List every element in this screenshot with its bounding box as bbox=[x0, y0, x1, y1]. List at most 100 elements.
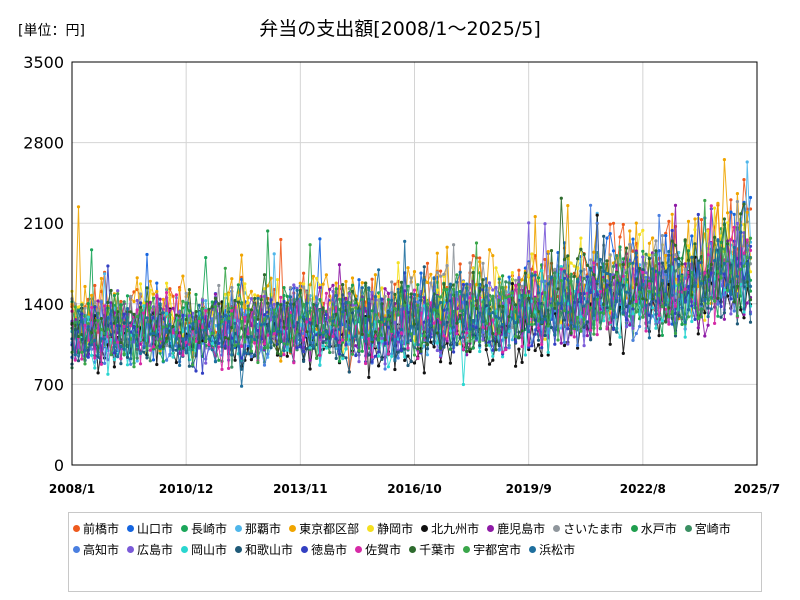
data-point bbox=[138, 305, 143, 309]
data-point bbox=[256, 329, 260, 333]
data-point bbox=[439, 350, 443, 354]
data-point bbox=[285, 337, 289, 341]
data-point bbox=[703, 271, 707, 275]
data-point bbox=[337, 340, 342, 345]
data-point bbox=[240, 307, 244, 312]
data-point bbox=[249, 354, 253, 359]
data-point bbox=[745, 255, 749, 260]
data-point bbox=[125, 363, 130, 367]
data-point bbox=[566, 204, 570, 208]
data-point bbox=[722, 317, 727, 321]
data-point bbox=[73, 358, 77, 362]
data-point bbox=[556, 338, 560, 342]
data-point bbox=[638, 232, 642, 237]
data-point bbox=[709, 262, 713, 267]
data-point bbox=[328, 287, 332, 291]
data-point bbox=[311, 318, 315, 322]
data-point bbox=[298, 281, 302, 285]
data-point bbox=[419, 344, 423, 348]
data-point bbox=[543, 333, 547, 338]
data-point bbox=[184, 301, 188, 305]
data-point bbox=[530, 252, 534, 256]
data-point bbox=[360, 335, 364, 339]
data-point bbox=[501, 274, 505, 278]
data-point bbox=[295, 288, 299, 292]
data-point bbox=[262, 313, 267, 317]
data-point bbox=[253, 341, 257, 345]
data-point bbox=[699, 302, 704, 306]
data-point bbox=[664, 320, 668, 324]
data-point bbox=[673, 331, 678, 335]
data-point bbox=[713, 206, 717, 210]
data-point bbox=[279, 359, 283, 363]
data-point bbox=[279, 330, 283, 334]
data-point bbox=[364, 309, 368, 313]
data-point bbox=[230, 309, 234, 313]
data-point bbox=[605, 271, 609, 276]
legend-marker bbox=[127, 525, 135, 532]
data-point bbox=[726, 283, 730, 287]
data-point bbox=[540, 342, 544, 347]
data-point bbox=[664, 270, 668, 274]
data-point bbox=[686, 258, 691, 262]
data-point bbox=[657, 213, 661, 218]
data-point bbox=[266, 301, 270, 305]
data-point bbox=[517, 336, 521, 340]
data-point bbox=[396, 356, 400, 360]
legend-marker bbox=[684, 525, 692, 532]
data-point bbox=[138, 338, 143, 342]
data-point bbox=[569, 275, 573, 279]
data-point bbox=[572, 274, 576, 279]
data-point bbox=[240, 302, 244, 306]
data-point bbox=[527, 343, 531, 347]
data-point bbox=[76, 334, 81, 339]
data-point bbox=[184, 340, 188, 344]
data-point bbox=[187, 309, 191, 313]
data-point bbox=[409, 292, 413, 296]
legend-marker bbox=[181, 546, 189, 553]
data-point bbox=[667, 219, 671, 223]
data-point bbox=[217, 302, 221, 306]
data-point bbox=[631, 326, 635, 330]
data-point bbox=[543, 257, 547, 262]
data-point bbox=[90, 293, 94, 297]
data-point bbox=[282, 349, 286, 353]
data-point bbox=[213, 305, 218, 309]
data-point bbox=[103, 272, 107, 276]
data-point bbox=[210, 305, 214, 309]
data-point bbox=[739, 267, 743, 271]
data-point bbox=[168, 287, 172, 291]
data-point bbox=[742, 312, 746, 317]
data-point bbox=[448, 324, 452, 328]
data-point bbox=[745, 210, 749, 214]
data-point bbox=[207, 343, 211, 347]
data-point bbox=[262, 342, 267, 346]
data-point bbox=[161, 325, 165, 329]
data-point bbox=[686, 315, 691, 319]
data-point bbox=[240, 253, 244, 257]
data-point bbox=[536, 291, 541, 295]
data-point bbox=[321, 333, 325, 337]
data-point bbox=[230, 365, 234, 369]
data-point bbox=[748, 207, 753, 211]
data-point bbox=[390, 280, 394, 284]
data-point bbox=[275, 278, 280, 282]
data-point bbox=[742, 264, 746, 268]
data-point bbox=[315, 356, 319, 360]
data-point bbox=[282, 299, 286, 304]
data-point bbox=[510, 325, 514, 329]
data-point bbox=[249, 323, 253, 328]
data-point bbox=[354, 297, 358, 302]
data-point bbox=[501, 323, 505, 327]
data-point bbox=[673, 243, 678, 247]
data-point bbox=[651, 267, 655, 271]
data-point bbox=[403, 358, 407, 362]
data-point bbox=[693, 242, 697, 246]
data-point bbox=[292, 361, 296, 365]
data-point bbox=[181, 353, 185, 357]
data-point bbox=[439, 300, 443, 305]
data-point bbox=[409, 332, 413, 336]
data-point bbox=[683, 262, 687, 266]
data-point bbox=[647, 257, 652, 261]
legend-label: 北九州市 bbox=[431, 522, 480, 536]
